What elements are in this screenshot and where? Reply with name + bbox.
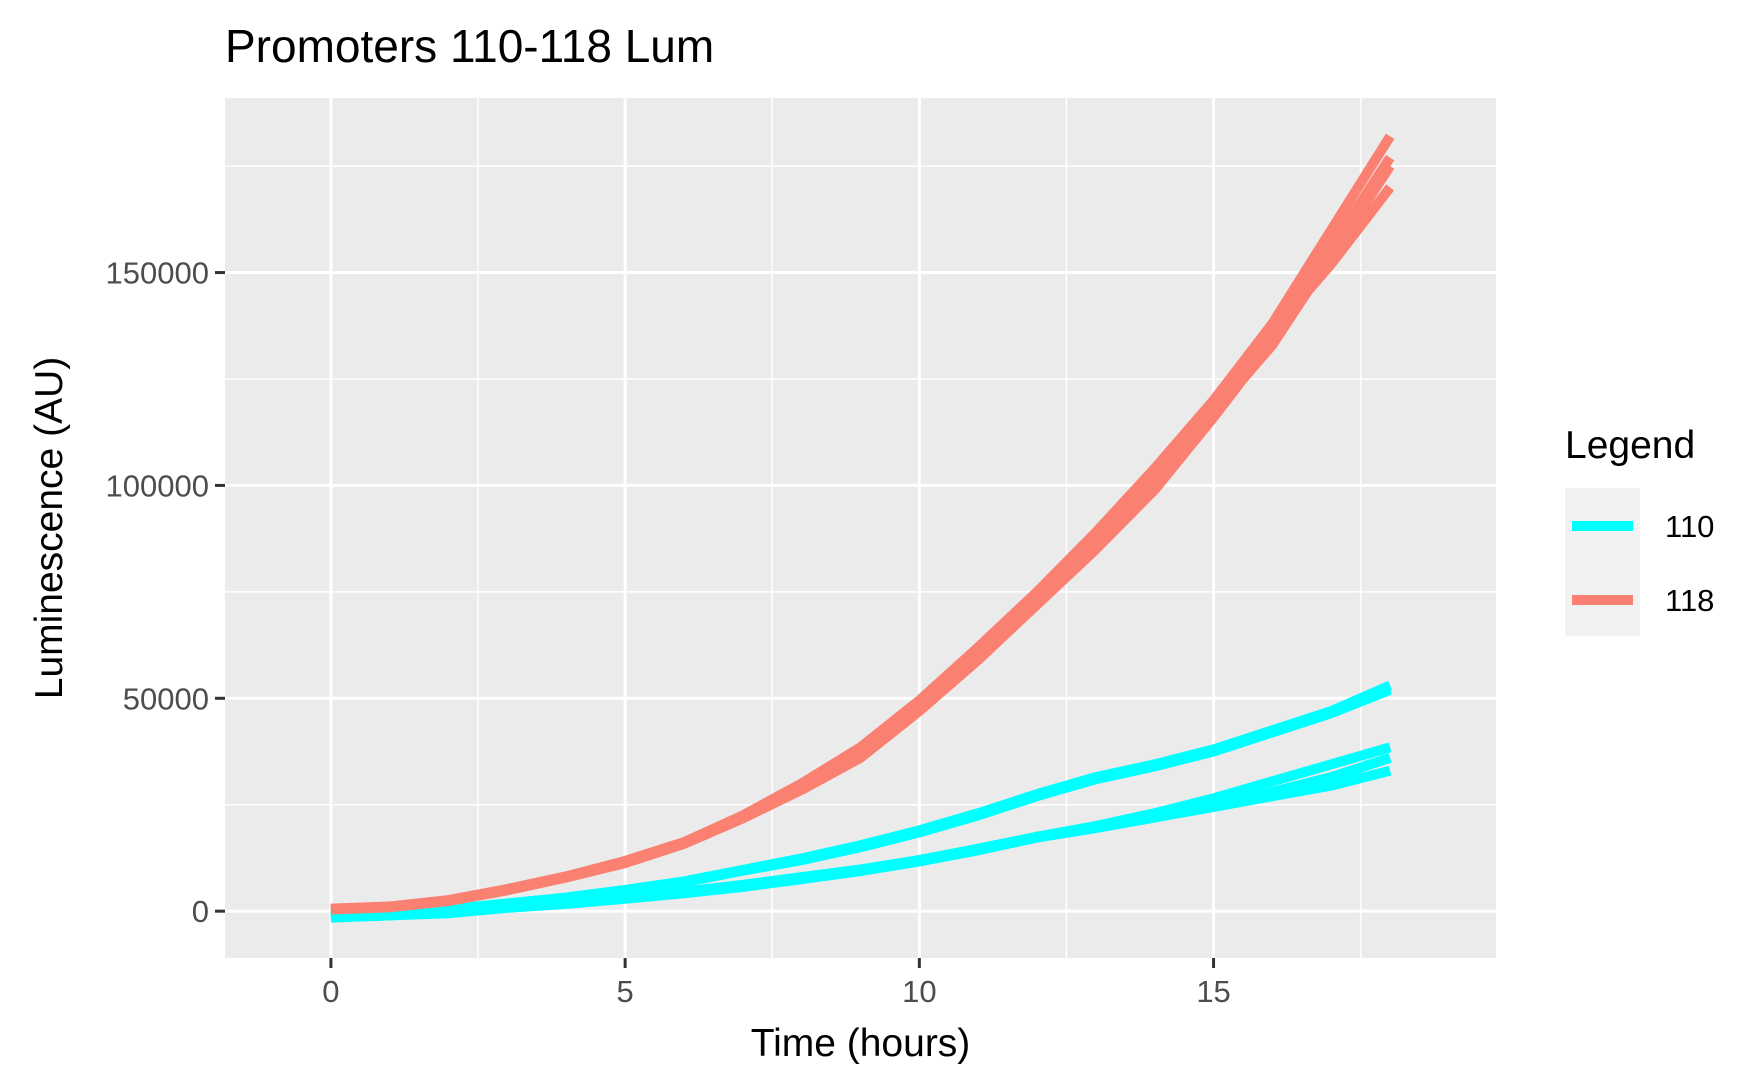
major-gridlines bbox=[225, 98, 1496, 958]
chart-title: Promoters 110-118 Lum bbox=[225, 20, 714, 72]
y-tick-label: 50000 bbox=[123, 681, 209, 716]
y-tick-label: 0 bbox=[192, 894, 209, 929]
x-tick-label: 10 bbox=[902, 974, 936, 1009]
x-tick-label: 0 bbox=[322, 974, 339, 1009]
minor-gridlines bbox=[225, 98, 1496, 958]
plot-panel bbox=[225, 98, 1496, 958]
y-axis-label: Luminescence (AU) bbox=[28, 357, 71, 699]
legend-entries: 110 118 bbox=[1572, 509, 1714, 618]
axes-layer: 0 5 10 15 0 50000 100000 150000 bbox=[106, 256, 1231, 1009]
y-tick-label: 100000 bbox=[106, 468, 209, 503]
x-tick-label: 15 bbox=[1196, 974, 1230, 1009]
series-layer bbox=[330, 133, 1395, 923]
legend-label-110: 110 bbox=[1665, 509, 1714, 544]
legend-key-background bbox=[1565, 488, 1640, 636]
legend: Legend 110 118 bbox=[1565, 424, 1714, 636]
series-line-118-9 bbox=[330, 184, 1395, 914]
y-tick-label: 150000 bbox=[106, 256, 209, 291]
x-tick-label: 5 bbox=[617, 974, 634, 1009]
series-line-110-5 bbox=[330, 765, 1392, 922]
x-axis-label: Time (hours) bbox=[751, 1022, 971, 1065]
legend-title: Legend bbox=[1565, 424, 1695, 467]
legend-label-118: 118 bbox=[1665, 583, 1714, 618]
